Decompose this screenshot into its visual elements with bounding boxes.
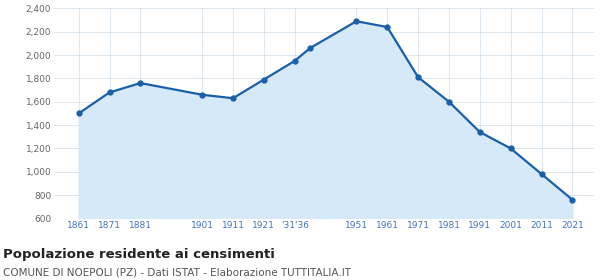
Text: Popolazione residente ai censimenti: Popolazione residente ai censimenti [3, 248, 275, 261]
Text: COMUNE DI NOEPOLI (PZ) - Dati ISTAT - Elaborazione TUTTITALIA.IT: COMUNE DI NOEPOLI (PZ) - Dati ISTAT - El… [3, 267, 351, 277]
